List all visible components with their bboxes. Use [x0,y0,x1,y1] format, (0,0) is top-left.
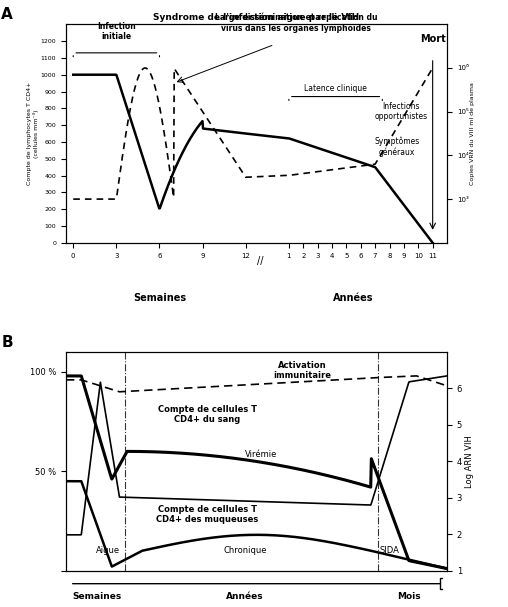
Text: Virémie: Virémie [245,450,277,459]
Text: //: // [257,256,263,266]
Title: Syndrome de l'infection aigue par le VIH: Syndrome de l'infection aigue par le VIH [153,13,360,22]
Text: Symptômes
généraux: Symptômes généraux [374,137,419,157]
Text: Latence clinique: Latence clinique [304,84,367,93]
Y-axis label: Compte de lymphocytes T CD4+
(cellules mm⁻³): Compte de lymphocytes T CD4+ (cellules m… [27,82,39,185]
Text: Semaines: Semaines [133,293,186,304]
Y-axis label: Log ARN VIH: Log ARN VIH [465,435,474,488]
Y-axis label: Copies VRN du VIII ml de plasma: Copies VRN du VIII ml de plasma [470,82,475,185]
Text: Années: Années [226,592,264,602]
Text: Infection
initiale: Infection initiale [97,22,136,41]
Text: Chronique: Chronique [224,546,267,555]
Text: Large dissémination et replication du
virus dans les organes lymphoïdes: Large dissémination et replication du vi… [215,13,377,33]
Text: Mois: Mois [397,592,421,602]
Text: Infections
opportunistes: Infections opportunistes [374,101,428,121]
Text: Compte de cellules T
CD4+ des muqueuses: Compte de cellules T CD4+ des muqueuses [156,505,258,524]
Text: A: A [1,7,13,22]
Text: SIDA: SIDA [380,546,400,555]
Text: Semaines: Semaines [72,592,121,602]
Text: Compte de cellules T
CD4+ du sang: Compte de cellules T CD4+ du sang [157,404,257,424]
Text: Mort: Mort [420,35,446,44]
Text: B: B [1,334,13,350]
Text: Aigue: Aigue [96,546,120,555]
Text: Activation
immunitaire: Activation immunitaire [273,361,331,380]
Text: Années: Années [333,293,374,304]
